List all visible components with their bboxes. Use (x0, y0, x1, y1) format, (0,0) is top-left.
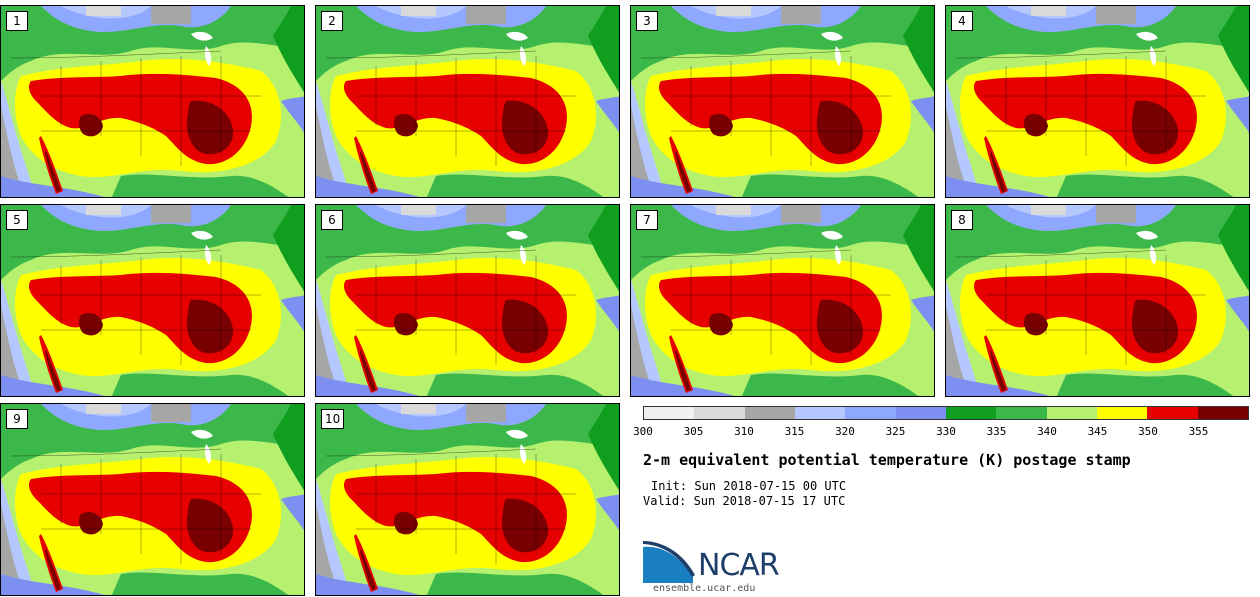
map-panel-1: 1 (0, 5, 305, 198)
colorbar-tick-label: 345 (1087, 425, 1108, 438)
colorbar-swatch (1147, 407, 1198, 419)
panel-label: 4 (951, 11, 973, 31)
map-panel-5: 5 (0, 204, 305, 397)
colorbar-swatch (1096, 407, 1148, 419)
colorbar-swatch (744, 407, 795, 419)
map-image (316, 6, 620, 198)
colorbar (643, 406, 1249, 420)
page-title: 2-m equivalent potential temperature (K)… (643, 451, 1131, 469)
map-panel-8: 8 (945, 204, 1250, 397)
init-time: Init: Sun 2018-07-15 00 UTC (651, 479, 847, 493)
map-image (1, 6, 305, 198)
map-image (1, 404, 305, 596)
colorbar-swatch (794, 407, 846, 419)
colorbar-swatch (694, 407, 745, 419)
map-panel-4: 4 (945, 5, 1250, 198)
map-panel-10: 10 (315, 403, 620, 596)
panel-label: 8 (951, 210, 973, 230)
colorbar-tick-label: 320 (835, 425, 855, 438)
logo-text: NCAR (698, 548, 780, 583)
panel-label: 1 (6, 11, 28, 31)
colorbar-tick-label: 340 (1037, 425, 1057, 438)
map-image (316, 205, 620, 397)
map-image (946, 6, 1250, 198)
map-panel-6: 6 (315, 204, 620, 397)
map-panel-7: 7 (630, 204, 935, 397)
colorbar-tick-label: 330 (936, 425, 956, 438)
colorbar-swatch (1197, 407, 1248, 419)
ncar-logo-icon (643, 541, 695, 583)
colorbar-ticks: 300 305 310 315 320 325 330 335 340 345 350 355 (633, 425, 1249, 441)
colorbar-tick-label: 350 (1138, 425, 1158, 438)
colorbar-swatch (996, 407, 1047, 419)
colorbar-swatch (845, 407, 896, 419)
panel-label: 10 (321, 409, 345, 429)
panel-label: 9 (6, 409, 28, 429)
colorbar-tick-label: 325 (885, 425, 906, 438)
map-panel-3: 3 (630, 5, 935, 198)
colorbar-tick-label: 305 (683, 425, 704, 438)
colorbar-swatch (1046, 407, 1097, 419)
map-image (631, 205, 935, 397)
colorbar-tick-label: 315 (784, 425, 805, 438)
map-panel-2: 2 (315, 5, 620, 198)
colorbar-tick-label: 355 (1188, 425, 1209, 438)
map-image (316, 404, 620, 596)
map-image (631, 6, 935, 198)
site-url: ensemble.ucar.edu (653, 583, 756, 594)
colorbar-tick-label: 335 (986, 425, 1007, 438)
valid-time: Valid: Sun 2018-07-15 17 UTC (643, 494, 846, 508)
map-image (946, 205, 1250, 397)
map-image (1, 205, 305, 397)
colorbar-swatch (895, 407, 946, 419)
colorbar-tick-label: 300 (633, 425, 653, 438)
colorbar-tick-label: 310 (734, 425, 754, 438)
panel-label: 6 (321, 210, 343, 230)
panel-label: 3 (636, 11, 658, 31)
panel-label: 5 (6, 210, 28, 230)
panel-label: 2 (321, 11, 343, 31)
colorbar-swatch (945, 407, 997, 419)
panel-label: 7 (636, 210, 658, 230)
map-panel-9: 9 (0, 403, 305, 596)
colorbar-swatch (644, 407, 695, 419)
